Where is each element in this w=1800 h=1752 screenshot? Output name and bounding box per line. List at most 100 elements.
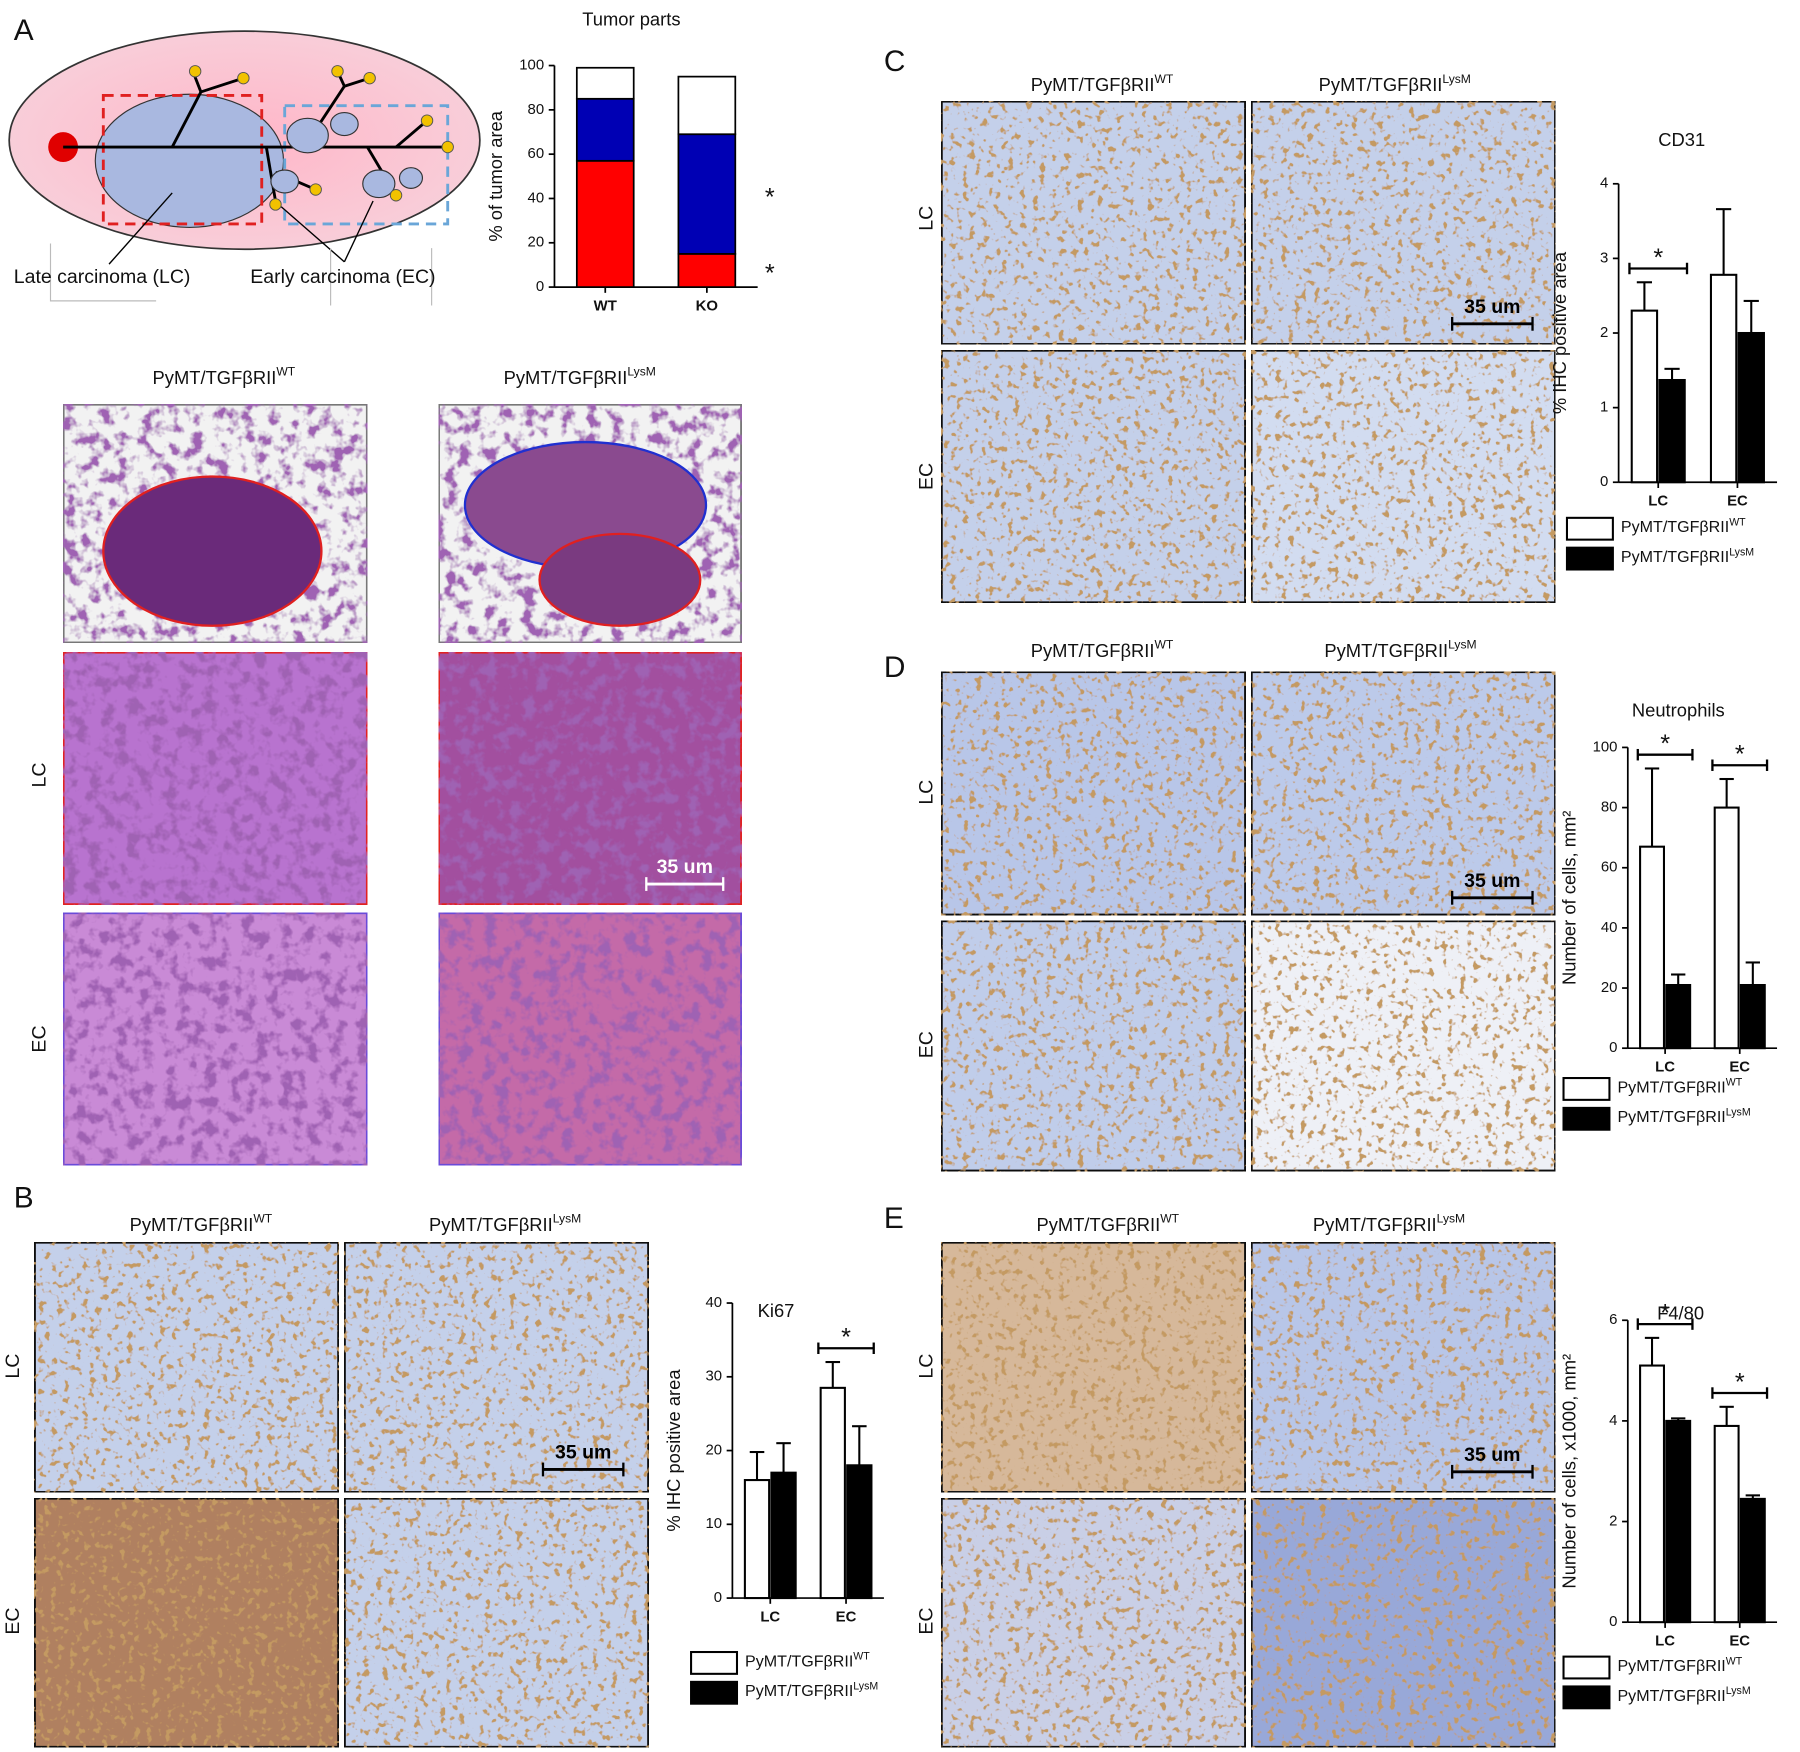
y-axis-label: Number of cells, x1000, mm² (1558, 1354, 1579, 1589)
x-tick-label: LC (1655, 1633, 1675, 1650)
bar-segment (575, 159, 635, 288)
significance-marker: * (1660, 1300, 1670, 1328)
micrograph (939, 1240, 1247, 1494)
bar-segment (677, 133, 737, 255)
column-header-superscript: WT (1155, 638, 1174, 652)
y-tick-label: 40 (705, 1294, 722, 1311)
legend-label-superscript: WT (853, 1651, 870, 1663)
legend-swatch (1562, 1077, 1611, 1101)
x-tick-label: EC (1729, 1633, 1750, 1650)
column-header-superscript: WT (1155, 72, 1174, 86)
column-header: PyMT/TGFβRIILysM (504, 365, 656, 388)
section-outline (538, 532, 702, 627)
micrograph (437, 650, 744, 907)
column-header: PyMT/TGFβRIIWT (1036, 1212, 1179, 1235)
micrograph (939, 348, 1247, 605)
column-header-base: PyMT/TGFβRII (1036, 1214, 1160, 1235)
row-label: LC (916, 206, 938, 231)
y-tick-label: 80 (1601, 799, 1618, 816)
micrograph (342, 1496, 651, 1749)
scale-bar-label: 35 um (555, 1442, 611, 1464)
y-axis-label: % IHC positive area (1549, 251, 1570, 414)
column-header-base: PyMT/TGFβRII (1324, 640, 1448, 661)
row-label: LC (28, 763, 50, 788)
section-outline (102, 475, 323, 627)
y-tick-label: 60 (1601, 859, 1618, 876)
legend-swatch (690, 1650, 739, 1675)
panel-letter: C (884, 45, 906, 78)
legend-label-superscript: LysM (1726, 1685, 1751, 1697)
y-tick-label: 100 (1593, 738, 1618, 755)
bar (1709, 273, 1738, 484)
micrograph (33, 1240, 341, 1494)
y-tick-label: 0 (714, 1589, 722, 1606)
column-header-superscript: LysM (553, 1212, 581, 1226)
y-tick-label: 20 (528, 234, 545, 251)
column-header-superscript: LysM (1437, 1212, 1465, 1226)
legend-label-superscript: LysM (853, 1680, 878, 1692)
micrograph (1249, 1496, 1557, 1749)
column-header-base: PyMT/TGFβRII (130, 1214, 254, 1235)
bar (1665, 1419, 1692, 1624)
column-header-base: PyMT/TGFβRII (1031, 640, 1155, 661)
significance-marker: * (1735, 741, 1745, 769)
micrograph (61, 650, 369, 907)
y-axis-label: % IHC positive area (663, 1369, 684, 1532)
chart-title: Tumor parts (582, 9, 680, 30)
legend-label: PyMT/TGFβRIIWT (745, 1651, 870, 1671)
bar-segment (677, 253, 737, 288)
micrograph (61, 911, 369, 1167)
micrograph (1249, 99, 1557, 346)
y-tick-label: 100 (519, 56, 544, 73)
significance-marker: * (1660, 730, 1670, 758)
y-tick-label: 0 (1609, 1039, 1617, 1056)
diagram-label: Late carcinoma (LC) (14, 266, 191, 288)
micrograph (939, 1496, 1247, 1749)
chart-title: Ki67 (758, 1300, 795, 1321)
legend-swatch (1562, 1655, 1611, 1680)
chart-title: CD31 (1658, 129, 1705, 150)
y-tick-label: 0 (536, 278, 544, 295)
y-axis-label: % of tumor area (485, 110, 506, 241)
significance-marker: * (765, 183, 775, 211)
y-tick-label: 2 (1609, 1512, 1617, 1529)
column-header-base: PyMT/TGFβRII (504, 367, 628, 388)
row-label: EC (916, 1607, 938, 1634)
y-tick-label: 10 (705, 1515, 722, 1532)
row-label: EC (916, 1031, 938, 1058)
column-header-superscript: WT (1160, 1212, 1179, 1226)
column-header-superscript: LysM (1442, 72, 1470, 86)
y-tick-label: 4 (1609, 1412, 1617, 1429)
scale-bar-label: 35 um (657, 856, 713, 878)
legend-label-base: PyMT/TGFβRII (1617, 1687, 1725, 1705)
bar-segment (575, 66, 635, 100)
bar (1713, 806, 1740, 1050)
y-tick-label: 20 (1601, 979, 1618, 996)
column-header-superscript: LysM (1448, 638, 1476, 652)
panel-letter: E (884, 1202, 904, 1235)
legend-label: PyMT/TGFβRIIWT (1617, 1655, 1742, 1675)
bar (1713, 1424, 1740, 1624)
column-header-superscript: LysM (627, 365, 655, 379)
bar (1739, 983, 1766, 1050)
legend-label: PyMT/TGFβRIILysM (745, 1680, 878, 1700)
legend-swatch (1565, 516, 1614, 541)
legend-label-base: PyMT/TGFβRII (1621, 518, 1729, 536)
legend-label-base: PyMT/TGFβRII (745, 1653, 853, 1671)
legend-label: PyMT/TGFβRIILysM (1617, 1106, 1750, 1126)
y-axis-label: Number of cells, mm² (1558, 811, 1579, 985)
micrograph (1249, 1240, 1557, 1494)
column-header-superscript: WT (253, 1212, 272, 1226)
legend-label-superscript: WT (1726, 1655, 1743, 1667)
row-label: LC (916, 1354, 938, 1379)
x-tick-label: WT (594, 298, 617, 315)
legend-label: PyMT/TGFβRIILysM (1621, 546, 1754, 566)
x-tick-label: EC (836, 1609, 857, 1626)
panel-letter: A (14, 14, 34, 47)
legend-label-base: PyMT/TGFβRII (1621, 548, 1729, 566)
bar (1739, 1497, 1766, 1624)
panel-letter: B (14, 1182, 34, 1215)
column-header: PyMT/TGFβRIIWT (153, 365, 296, 388)
bar (1639, 845, 1665, 1050)
